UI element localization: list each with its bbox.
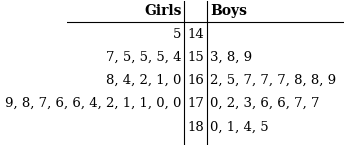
Text: Boys: Boys (210, 4, 247, 18)
Text: 18: 18 (187, 121, 204, 134)
Text: 14: 14 (187, 28, 204, 41)
Text: 7, 5, 5, 5, 4: 7, 5, 5, 5, 4 (106, 51, 181, 64)
Text: 9, 8, 7, 6, 6, 4, 2, 1, 1, 0, 0: 9, 8, 7, 6, 6, 4, 2, 1, 1, 0, 0 (5, 97, 181, 110)
Text: 15: 15 (187, 51, 204, 64)
Text: 5: 5 (173, 28, 181, 41)
Text: 3, 8, 9: 3, 8, 9 (210, 51, 252, 64)
Text: 16: 16 (187, 74, 204, 87)
Text: 0, 1, 4, 5: 0, 1, 4, 5 (210, 121, 269, 134)
Text: 17: 17 (187, 97, 204, 110)
Text: 8, 4, 2, 1, 0: 8, 4, 2, 1, 0 (106, 74, 181, 87)
Text: 0, 2, 3, 6, 6, 7, 7: 0, 2, 3, 6, 6, 7, 7 (210, 97, 320, 110)
Text: Girls: Girls (144, 4, 181, 18)
Text: 2, 5, 7, 7, 7, 8, 8, 9: 2, 5, 7, 7, 7, 8, 8, 9 (210, 74, 336, 87)
